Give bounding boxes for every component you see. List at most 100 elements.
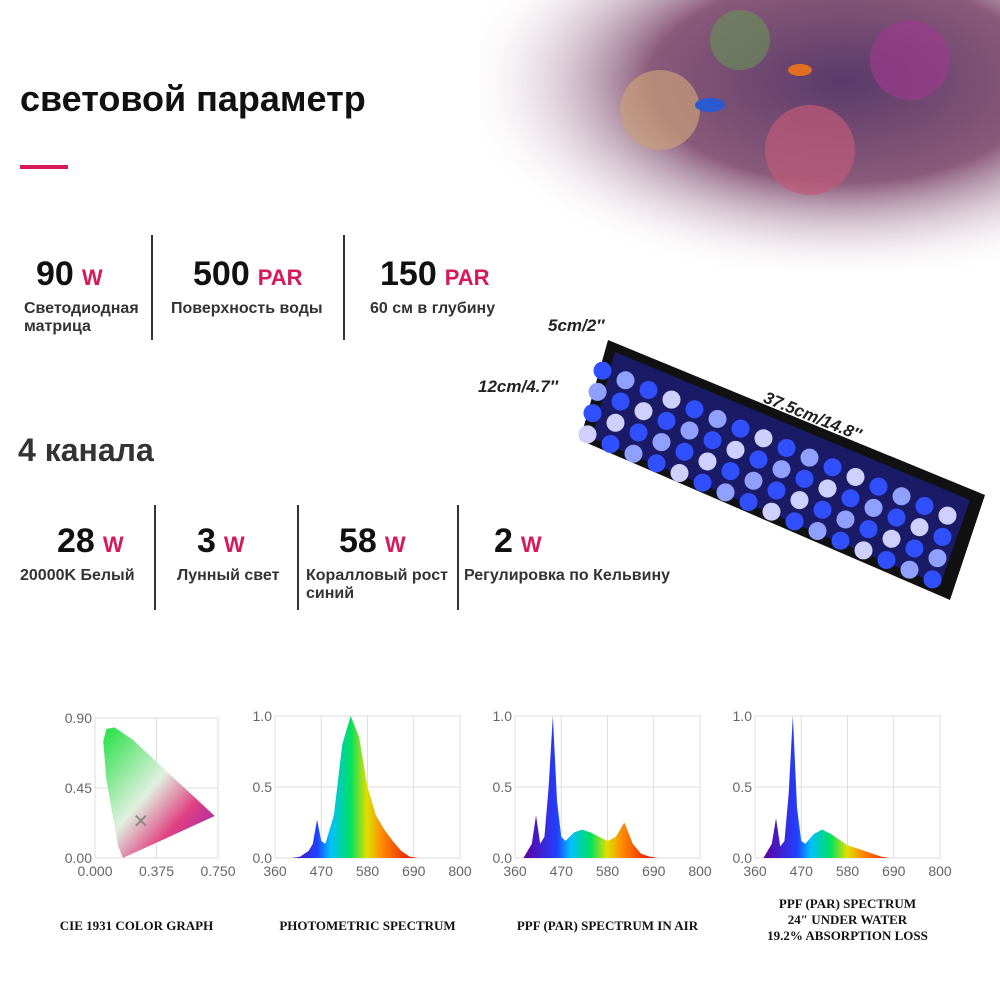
x-tick-label: 470 [550,863,574,879]
led [606,413,625,432]
led [588,382,607,401]
led [933,527,952,546]
channel-value: 2 [494,522,513,560]
x-tick-label: 580 [596,863,620,879]
y-tick-label: 0.0 [493,850,513,866]
charts: 0.00 0.45 0.90 0.000 0.375 0.750 CIE 1931 COLO… [60,708,952,943]
led [739,493,758,512]
channel: 58 W Коралловый рост синий [306,522,456,603]
led [721,462,740,481]
led [846,467,865,486]
spec-value: 90 [36,255,74,293]
led [790,491,809,510]
led [652,433,671,452]
y-tick-label: 1.0 [733,708,753,724]
y-tick-label: 0.5 [733,779,753,795]
led [762,502,781,521]
led [841,489,860,508]
led [938,506,957,525]
x-tick-label: 690 [882,863,906,879]
dimension-label: 5cm/2″ [548,316,605,335]
x-tick-label: 690 [642,863,666,879]
chart-caption: PPF (PAR) SPECTRUM IN AIR [517,918,699,933]
spec: 150 PAR 60 см в глубину [370,255,520,318]
divider [457,505,459,610]
x-tick-label: 360 [743,863,767,879]
accent-bar [20,165,68,169]
led [578,425,597,444]
spectrum-area [523,716,658,858]
dimension-label: 12cm/4.7″ [478,377,558,396]
spec-value: 500 [193,255,250,293]
led [749,450,768,469]
led [905,539,924,558]
led [703,431,722,450]
led [854,541,873,560]
y-tick-label: 0.45 [65,780,92,796]
led [777,438,796,457]
channel-unit: W [520,532,542,557]
spec-unit: PAR [257,265,303,290]
spec-label: 60 см в глубину [370,300,496,317]
led [726,440,745,459]
spec: 500 PAR Поверхность воды [171,255,341,318]
led [708,409,727,428]
y-tick-label: 0.0 [253,850,273,866]
led [680,421,699,440]
chart-caption: PHOTOMETRIC SPECTRUM [279,918,455,933]
led [892,487,911,506]
channel-unit: W [384,532,406,557]
led [616,371,635,390]
x-tick-label: 360 [503,863,527,879]
led [601,435,620,454]
led [670,464,689,483]
spectrum-area [763,716,898,858]
x-tick-label: 580 [356,863,380,879]
cie-locus [103,727,215,858]
spec-unit: PAR [444,265,490,290]
led [675,442,694,461]
led [877,551,896,570]
x-tick-label: 470 [790,863,814,879]
led [611,392,630,411]
led [859,520,878,539]
led [662,390,681,409]
led [744,471,763,490]
led [693,473,712,492]
led [767,481,786,500]
chart-caption: CIE 1931 COLOR GRAPH [60,918,213,933]
spec: 90 W Светодиодная матрица [24,255,149,336]
spectrum-area [283,716,418,858]
y-tick-label: 0.0 [733,850,753,866]
y-tick-label: 1.0 [493,708,513,724]
channel-label: 20000K Белый [20,567,135,584]
y-tick-label: 0.00 [65,850,92,866]
divider [343,235,345,340]
spec-label: Светодиодная матрица [24,300,139,335]
spec-unit: W [81,265,103,290]
x-tick-label: 800 [448,863,472,879]
x-tick-label: 0.000 [77,863,112,879]
led [800,448,819,467]
led [915,496,934,515]
reef-image [480,0,1000,270]
title: световой параметр [20,78,366,119]
y-tick-label: 1.0 [253,708,273,724]
led [818,479,837,498]
divider [151,235,153,340]
divider [154,505,156,610]
x-tick-label: 690 [402,863,426,879]
chart-caption: 24″ UNDER WATER [788,912,908,927]
led [808,522,827,541]
channel-unit: W [223,532,245,557]
led [928,549,947,568]
x-tick-label: 0.375 [139,863,174,879]
channel-label: Коралловый рост синий [306,567,448,602]
x-tick-label: 360 [263,863,287,879]
channel: 28 W 20000K Белый [20,522,155,585]
led [887,508,906,527]
x-tick-label: 0.750 [200,863,235,879]
